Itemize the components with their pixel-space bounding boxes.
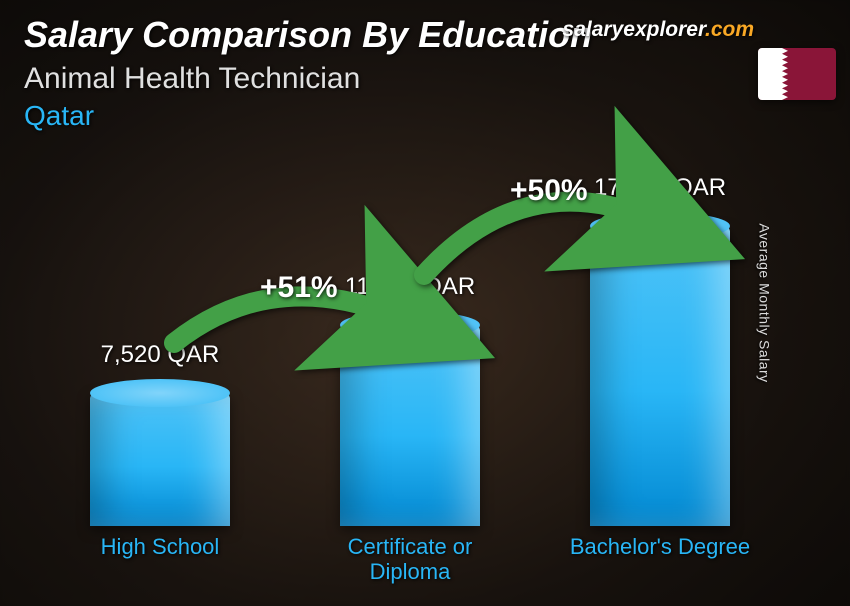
brand-suffix: .com bbox=[705, 18, 754, 41]
brand-logo: salaryexplorer.com bbox=[563, 18, 754, 42]
page-title: Salary Comparison By Education bbox=[24, 14, 592, 56]
salary-bar-chart: 7,520 QARHigh School11,400 QARCertificat… bbox=[60, 156, 780, 576]
country-flag-icon bbox=[758, 48, 836, 100]
job-title: Animal Health Technician bbox=[24, 62, 592, 96]
country-name: Qatar bbox=[24, 100, 592, 132]
header: Salary Comparison By Education Animal He… bbox=[24, 14, 592, 132]
increase-arrow bbox=[60, 156, 780, 581]
brand-prefix: salaryexplorer bbox=[563, 18, 705, 41]
percent-increase-label: +50% bbox=[510, 174, 588, 208]
